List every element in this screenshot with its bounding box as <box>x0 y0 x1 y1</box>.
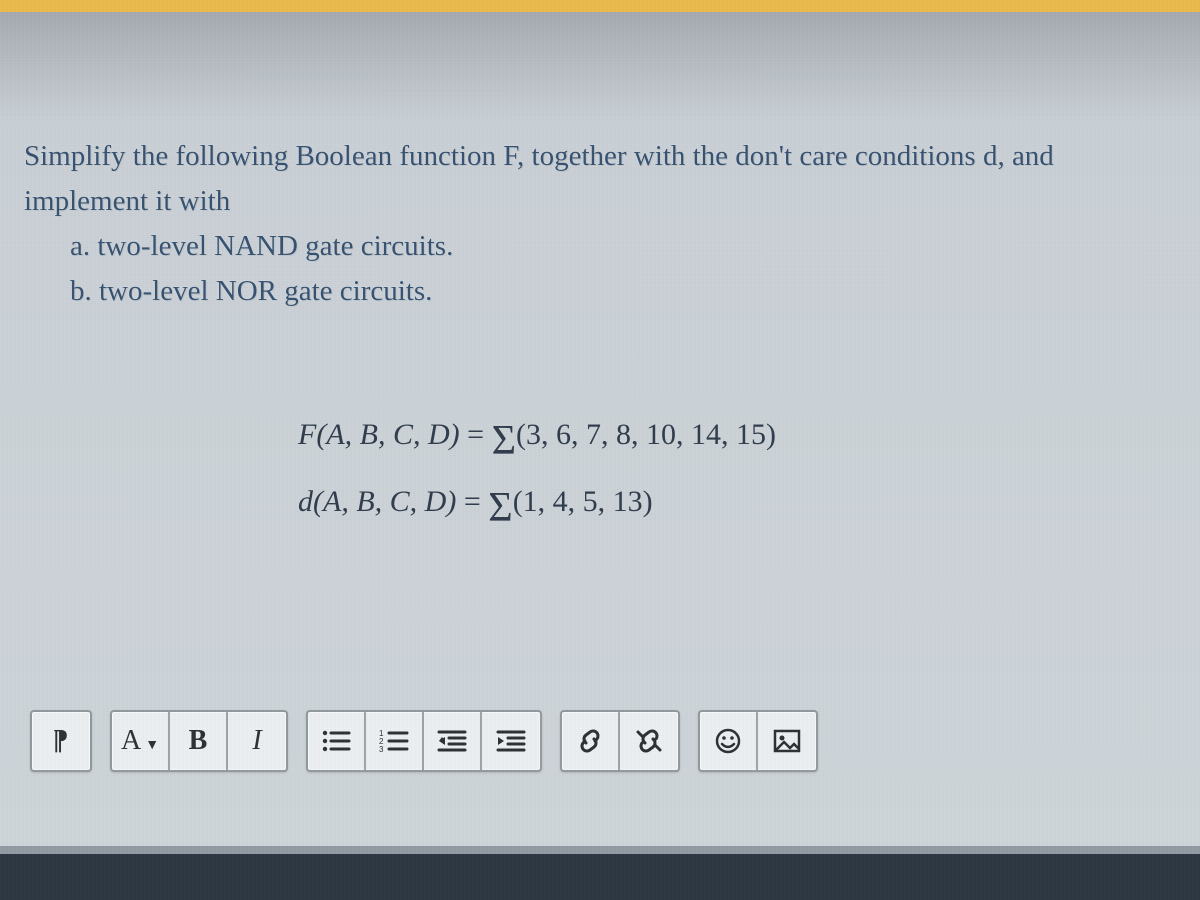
indent-button[interactable] <box>482 712 540 770</box>
insert-group <box>698 710 818 772</box>
pilcrow-icon: ¶ <box>53 725 68 757</box>
bold-button[interactable]: B <box>170 712 228 770</box>
sigma-icon: Σ <box>492 408 516 475</box>
question-line-2: implement it with <box>24 179 1176 224</box>
outdent-button[interactable] <box>424 712 482 770</box>
formula-F-args: (3, 6, 7, 8, 10, 14, 15) <box>516 418 776 451</box>
link-group <box>560 710 680 772</box>
svg-text:3: 3 <box>379 745 384 754</box>
unlink-icon <box>634 728 664 754</box>
formula-F: F(A, B, C, D) = Σ(3, 6, 7, 8, 10, 14, 15… <box>298 406 1200 473</box>
list-indent-group: 1 2 3 <box>306 710 542 772</box>
emoji-icon <box>714 727 742 755</box>
formula-F-lhs: F(A, B, C, D) <box>298 418 460 451</box>
image-icon <box>772 728 802 754</box>
question-item-a: a. two-level NAND gate circuits. <box>70 224 1176 269</box>
question-line-1: Simplify the following Boolean function … <box>24 134 1176 179</box>
number-list-icon: 1 2 3 <box>379 728 409 754</box>
outdent-icon <box>437 728 467 754</box>
link-icon <box>575 728 605 754</box>
font-menu-button[interactable]: A ▼ <box>112 712 170 770</box>
question-block: Simplify the following Boolean function … <box>24 134 1176 314</box>
bullet-list-icon <box>321 728 351 754</box>
font-style-group: A ▼ B I <box>110 710 288 772</box>
indent-icon <box>496 728 526 754</box>
formula-d-eq: = <box>464 485 481 518</box>
paragraph-button[interactable]: ¶ <box>32 712 90 770</box>
question-item-b: b. two-level NOR gate circuits. <box>70 269 1176 314</box>
bold-label: B <box>189 725 208 757</box>
unlink-button[interactable] <box>620 712 678 770</box>
italic-label: I <box>252 725 261 757</box>
paragraph-group: ¶ <box>30 710 92 772</box>
formula-F-eq: = <box>467 418 484 451</box>
editor-toolbar: ¶ A ▼ B I <box>30 710 818 772</box>
bullet-list-button[interactable] <box>308 712 366 770</box>
formula-block: F(A, B, C, D) = Σ(3, 6, 7, 8, 10, 14, 15… <box>0 406 1200 540</box>
formula-d-lhs: d(A, B, C, D) <box>298 485 456 518</box>
formula-d-args: (1, 4, 5, 13) <box>513 485 653 518</box>
emoji-button[interactable] <box>700 712 758 770</box>
sigma-icon: Σ <box>488 475 512 542</box>
number-list-button[interactable]: 1 2 3 <box>366 712 424 770</box>
window-bottom-frame <box>0 854 1200 900</box>
image-button[interactable] <box>758 712 816 770</box>
italic-button[interactable]: I <box>228 712 286 770</box>
formula-d: d(A, B, C, D) = Σ(1, 4, 5, 13) <box>298 473 1200 540</box>
link-button[interactable] <box>562 712 620 770</box>
window-top-edge <box>0 0 1200 12</box>
chevron-down-icon: ▼ <box>145 738 159 754</box>
top-shadow <box>0 12 1200 122</box>
font-label: A <box>121 725 141 757</box>
